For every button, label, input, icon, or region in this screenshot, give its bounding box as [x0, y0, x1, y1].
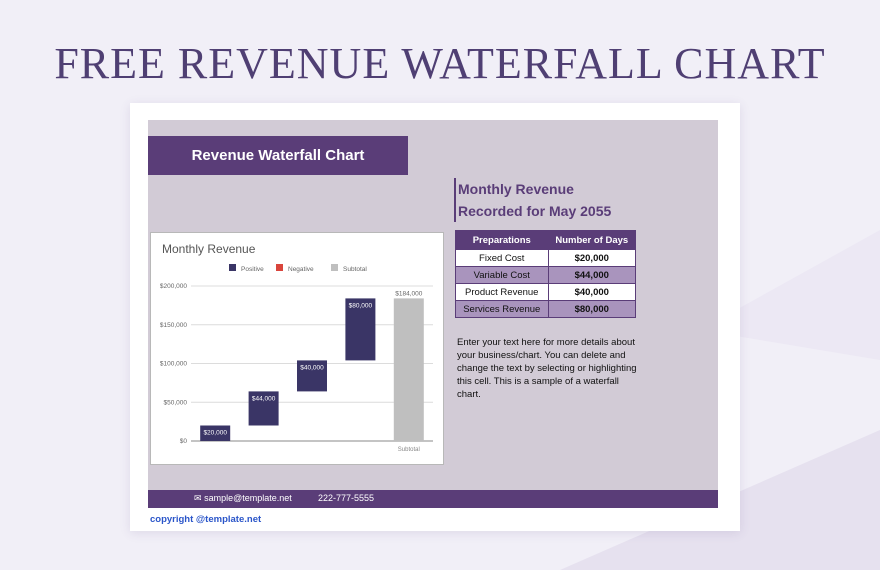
monthly-revenue-heading: Monthly Revenue Recorded for May 2055	[454, 178, 658, 222]
legend-swatch-negative	[276, 264, 283, 271]
email-text: sample@template.net	[204, 493, 292, 503]
waterfall-bar-positive	[200, 425, 231, 441]
table-header: Number of Days	[547, 230, 637, 250]
revenue-table: Preparations Number of Days Fixed Cost $…	[455, 230, 637, 318]
x-tick-label: Subtotal	[398, 447, 420, 453]
footer-phone: 222-777-5555	[318, 493, 375, 503]
envelope-icon: ✉	[194, 493, 202, 503]
page-title: FREE REVENUE WATERFALL CHART	[54, 39, 826, 88]
content-panel: Revenue Waterfall Chart Monthly Revenue …	[148, 120, 718, 492]
y-tick-label: $100,000	[160, 361, 187, 368]
heading-line-1: Monthly Revenue	[458, 181, 574, 197]
legend-swatch-subtotal	[331, 264, 338, 271]
heading-line-2: Recorded for May 2055	[458, 203, 612, 219]
bar-data-label: $20,000	[203, 430, 227, 437]
waterfall-bar-positive	[345, 298, 376, 361]
waterfall-bar-positive	[248, 391, 279, 426]
table-header: Preparations	[455, 230, 549, 250]
description-text[interactable]: Enter your text here for more details ab…	[457, 337, 637, 400]
legend-label-positive: Positive	[241, 266, 264, 273]
footer-bar: ✉ sample@template.net 222-777-5555	[148, 490, 718, 508]
legend-swatch-positive	[229, 264, 236, 271]
table-row: Product Revenue $40,000	[455, 283, 637, 301]
chart-canvas: Monthly Revenue Positive Negative Subtotal $…	[160, 242, 433, 453]
bar-data-label: $40,000	[300, 364, 324, 371]
table-header-row: Preparations Number of Days	[455, 230, 637, 250]
table-cell-value[interactable]: $80,000	[547, 300, 637, 318]
table-cell-label[interactable]: Variable Cost	[455, 266, 549, 284]
table-row: Fixed Cost $20,000	[455, 249, 637, 267]
table-cell-value[interactable]: $44,000	[547, 266, 637, 284]
bar-data-label: $44,000	[252, 395, 276, 402]
waterfall-bar-positive	[297, 360, 327, 392]
table-cell-label[interactable]: Product Revenue	[455, 283, 549, 301]
footer-email: ✉ sample@template.net	[194, 493, 292, 504]
chart-banner: Revenue Waterfall Chart	[148, 136, 408, 175]
legend-label-negative: Negative	[288, 266, 314, 273]
waterfall-bar-subtotal	[393, 298, 424, 441]
table-cell-value[interactable]: $40,000	[547, 283, 637, 301]
y-tick-label: $0	[180, 438, 188, 445]
chart-title: Monthly Revenue	[162, 242, 256, 256]
y-tick-label: $50,000	[164, 399, 188, 406]
table-cell-label[interactable]: Services Revenue	[455, 300, 549, 318]
bar-data-label: $184,000	[395, 290, 422, 297]
legend-label-subtotal: Subtotal	[343, 266, 367, 273]
y-tick-label: $200,000	[160, 283, 187, 290]
bar-data-label: $80,000	[349, 302, 373, 309]
table-row: Services Revenue $80,000	[455, 300, 637, 318]
y-tick-label: $150,000	[160, 322, 187, 329]
waterfall-chart[interactable]: Monthly Revenue Positive Negative Subtotal $…	[150, 232, 444, 465]
spreadsheet-preview: Revenue Waterfall Chart Monthly Revenue …	[130, 103, 740, 531]
table-cell-value[interactable]: $20,000	[547, 249, 637, 267]
table-cell-label[interactable]: Fixed Cost	[455, 249, 549, 267]
copyright-text: copyright @template.net	[150, 514, 262, 525]
table-row: Variable Cost $44,000	[455, 266, 637, 284]
